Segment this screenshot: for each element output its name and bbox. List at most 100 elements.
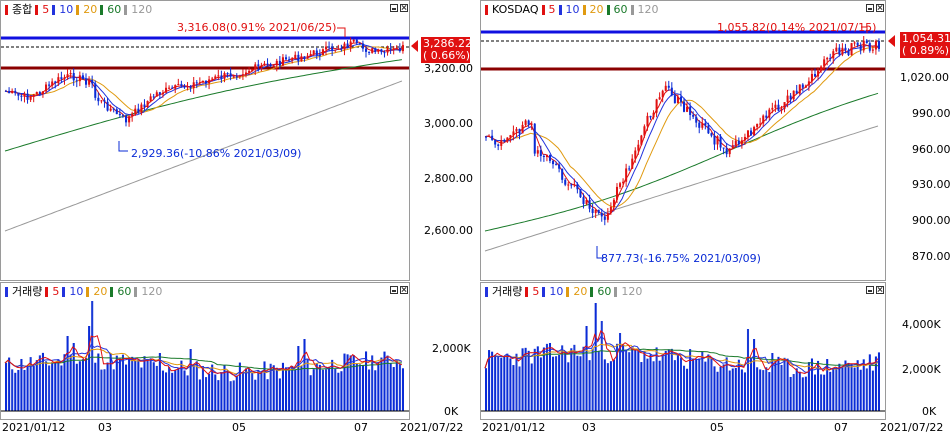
close-icon[interactable] <box>876 4 884 12</box>
candle-body <box>494 139 497 145</box>
volume-bar <box>278 378 281 411</box>
candle-body <box>192 82 195 89</box>
candle-body <box>768 109 771 118</box>
volume-bar <box>281 362 284 411</box>
volume-bar <box>673 360 676 411</box>
candle-body <box>115 109 118 115</box>
candle-body <box>371 48 374 53</box>
candle-body <box>813 73 817 77</box>
volume-bar <box>217 380 220 411</box>
high-annotation: 3,316.08(0.91% 2021/06/25) <box>177 21 337 34</box>
y-tick: 3,200.00 <box>424 62 473 75</box>
candle-body <box>725 148 728 155</box>
volume-bar <box>625 349 628 411</box>
candle-body <box>844 47 847 50</box>
volume-bar <box>165 372 168 411</box>
volume-bar <box>361 365 364 411</box>
candle-body <box>69 73 72 75</box>
candle-body <box>235 76 238 78</box>
candle-body <box>278 60 281 66</box>
candle-body <box>594 209 597 214</box>
minimize-icon[interactable] <box>390 286 398 294</box>
volume-bar <box>168 366 171 411</box>
volume-bar <box>229 381 232 411</box>
volume-bar <box>497 356 500 411</box>
kospi-volume-panel: 거래량 5 10 20 60 120 <box>0 282 410 420</box>
volume-bar <box>692 358 695 411</box>
candle-body <box>374 48 377 52</box>
candle-body <box>689 106 692 115</box>
candle-body <box>232 76 235 78</box>
volume-bar <box>588 360 591 411</box>
candle-body <box>582 197 585 204</box>
candle-body <box>251 69 254 71</box>
kosdaq-legend: KOSDAQ 5 10 20 60 120 <box>485 4 659 16</box>
volume-bar <box>628 352 631 411</box>
legend-ma60: 60 <box>107 3 122 16</box>
volume-bar <box>555 356 558 411</box>
volume-bar <box>254 379 257 411</box>
candle-body <box>753 126 756 136</box>
candle-body <box>334 49 337 51</box>
volume-bar <box>698 358 701 411</box>
volume-bar <box>309 375 312 411</box>
candle-body <box>211 78 214 80</box>
volume-bar <box>97 353 100 411</box>
volume-bar <box>241 372 244 411</box>
candle-body <box>288 59 291 61</box>
candle-body <box>275 60 278 66</box>
candle-body <box>229 73 232 77</box>
candle-body <box>670 87 673 96</box>
volume-bar <box>862 359 865 411</box>
candle-body <box>877 40 880 49</box>
volume-bar <box>57 359 60 411</box>
volume-bar <box>14 372 17 411</box>
minimize-icon[interactable] <box>866 4 874 12</box>
volume-bar <box>552 356 555 411</box>
volume-bar <box>591 348 594 411</box>
candle-body <box>545 154 548 158</box>
volume-ma20-line <box>484 343 879 371</box>
volume-bar <box>637 349 640 411</box>
volume-bar <box>603 359 606 411</box>
candle-body <box>567 184 570 186</box>
volume-tick: 2,000K <box>902 363 941 376</box>
panel-controls <box>866 4 884 12</box>
volume-bar <box>658 360 661 411</box>
volume-bar <box>488 350 491 411</box>
volume-bar <box>670 348 673 411</box>
minimize-icon[interactable] <box>390 4 398 12</box>
volume-bar <box>494 354 497 411</box>
volume-bar <box>54 362 57 411</box>
candle-body <box>555 164 558 166</box>
legend-ma20: 20 <box>589 3 604 16</box>
candle-body <box>558 164 561 169</box>
volume-bar <box>340 371 343 411</box>
volume-bar <box>539 357 542 411</box>
candle-body <box>41 91 44 95</box>
volume-bar <box>137 359 140 411</box>
candle-body <box>673 95 676 104</box>
volume-bar <box>771 353 774 411</box>
candle-body <box>118 114 121 116</box>
close-icon[interactable] <box>400 4 408 12</box>
close-icon[interactable] <box>876 286 884 294</box>
volume-bar <box>810 358 813 411</box>
candle-body <box>497 144 500 146</box>
y-tick: 990.00 <box>912 107 951 120</box>
candle-body <box>771 107 774 110</box>
candle-body <box>676 96 679 104</box>
volume-bar <box>275 367 278 411</box>
candle-body <box>600 213 603 217</box>
candle-body <box>5 90 8 92</box>
candle-body <box>579 189 582 198</box>
minimize-icon[interactable] <box>866 286 874 294</box>
volume-bar <box>746 329 750 411</box>
close-icon[interactable] <box>400 286 408 294</box>
volume-bar <box>807 362 810 411</box>
volume-ma10-line <box>484 336 879 373</box>
candle-body <box>746 130 750 137</box>
volume-bar <box>220 372 223 411</box>
volume-bar <box>334 368 337 411</box>
candle-body <box>368 51 371 53</box>
